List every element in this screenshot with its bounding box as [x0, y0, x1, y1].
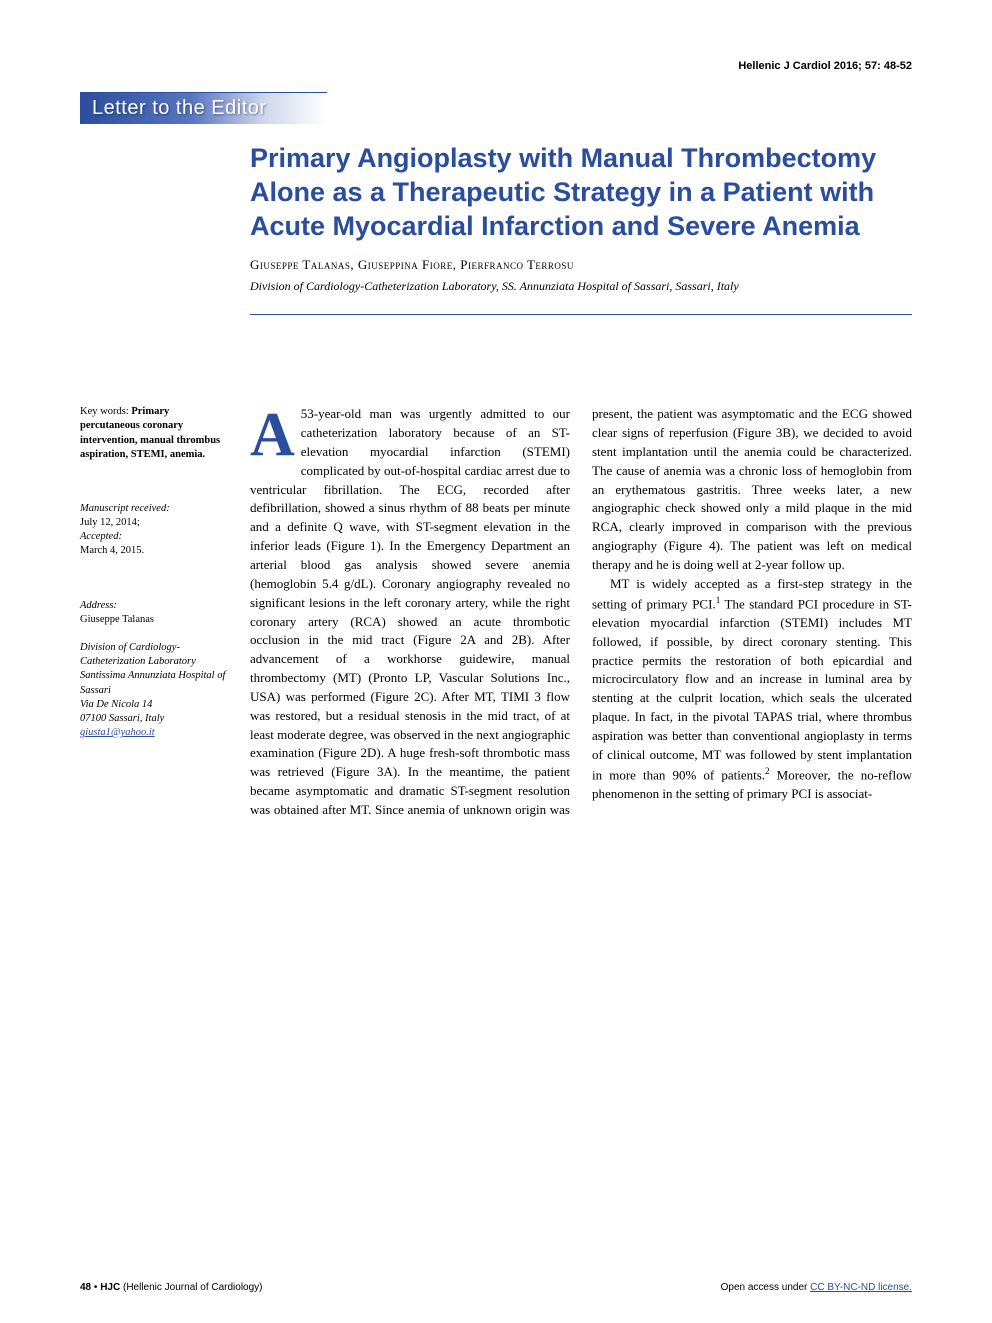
title-block: Primary Angioplasty with Manual Thrombec… [250, 142, 912, 294]
address-email[interactable]: giusta1@yahoo.it [80, 727, 155, 738]
authors: Giuseppe Talanas, Giuseppina Fiore, Pier… [250, 257, 912, 273]
dropcap: A [250, 405, 301, 462]
footer-bullet: • [94, 1282, 98, 1293]
footer-right: Open access under CC BY-NC-ND license. [721, 1282, 912, 1293]
received-label: Manuscript received: [80, 502, 230, 516]
journal-citation: Hellenic J Cardiol 2016; 57: 48-52 [80, 60, 912, 72]
received-date: July 12, 2014; [80, 516, 230, 530]
article-type-tag: Letter to the Editor [80, 92, 327, 124]
accepted-date: March 4, 2015. [80, 544, 230, 558]
license-prefix: Open access under [721, 1282, 811, 1293]
article-title: Primary Angioplasty with Manual Thrombec… [250, 142, 912, 243]
address-block: Address: Giuseppe Talanas Division of Ca… [80, 599, 230, 741]
affiliation: Division of Cardiology-Catheterization L… [250, 279, 912, 294]
body-columns: A 53-year-old man was urgently admitted … [250, 405, 912, 820]
address-name: Giuseppe Talanas [80, 613, 230, 627]
footer-left: 48 • HJC (Hellenic Journal of Cardiology… [80, 1282, 263, 1293]
para2b-text: The standard PCI procedure in ST-elevati… [592, 596, 912, 782]
keywords-block: Key words: Primary percutaneous coronary… [80, 405, 230, 462]
body-paragraph-2: MT is widely accepted as a first-step st… [592, 575, 912, 804]
page-footer: 48 • HJC (Hellenic Journal of Cardiology… [80, 1282, 912, 1293]
accepted-label: Accepted: [80, 530, 230, 544]
license-link[interactable]: CC BY-NC-ND license. [810, 1282, 912, 1293]
sidebar: Key words: Primary percutaneous coronary… [80, 405, 230, 820]
address-label: Address: [80, 599, 230, 613]
address-body: Division of Cardiology-Catheterization L… [80, 641, 230, 726]
content-area: Key words: Primary percutaneous coronary… [80, 405, 912, 820]
journal-abbr: HJC [100, 1282, 120, 1293]
page-number: 48 [80, 1282, 91, 1293]
manuscript-dates: Manuscript received: July 12, 2014; Acce… [80, 502, 230, 559]
keywords-label: Key words: [80, 406, 131, 417]
title-divider [250, 314, 912, 315]
journal-full: (Hellenic Journal of Cardiology) [123, 1282, 263, 1293]
